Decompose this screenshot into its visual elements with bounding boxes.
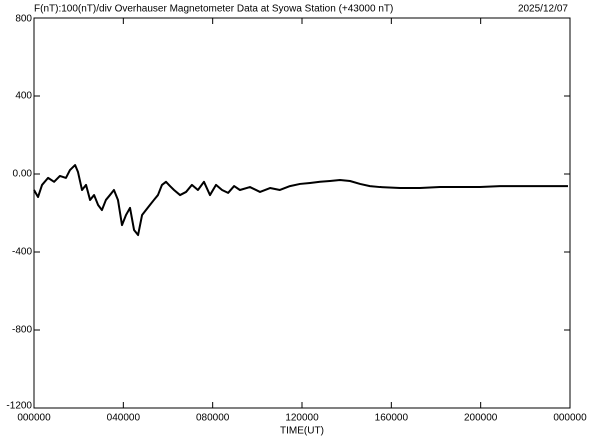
x-tick-label: 120000 [285, 413, 319, 424]
y-tick-label: -400 [12, 247, 32, 258]
x-tick-label: 000000 [17, 413, 51, 424]
y-tick-label: -800 [12, 325, 32, 336]
chart-title: F(nT):100(nT)/div Overhauser Magnetomete… [34, 4, 393, 15]
y-tick-label: -1200 [6, 401, 32, 412]
x-axis-label: TIME(UT) [280, 426, 324, 437]
plot-frame [33, 17, 571, 409]
y-tick-label: 0.00 [13, 169, 33, 180]
y-tick-label: 800 [15, 14, 32, 25]
y-tick-label: 400 [15, 91, 32, 102]
chart-date: 2025/12/07 [518, 4, 568, 15]
x-tick-label: 080000 [196, 413, 230, 424]
x-tick-label: 000000 [553, 413, 587, 424]
x-tick-label: 040000 [107, 413, 141, 424]
x-tick-label: 200000 [464, 413, 498, 424]
data-line [33, 164, 568, 237]
x-tick-label: 160000 [375, 413, 409, 424]
